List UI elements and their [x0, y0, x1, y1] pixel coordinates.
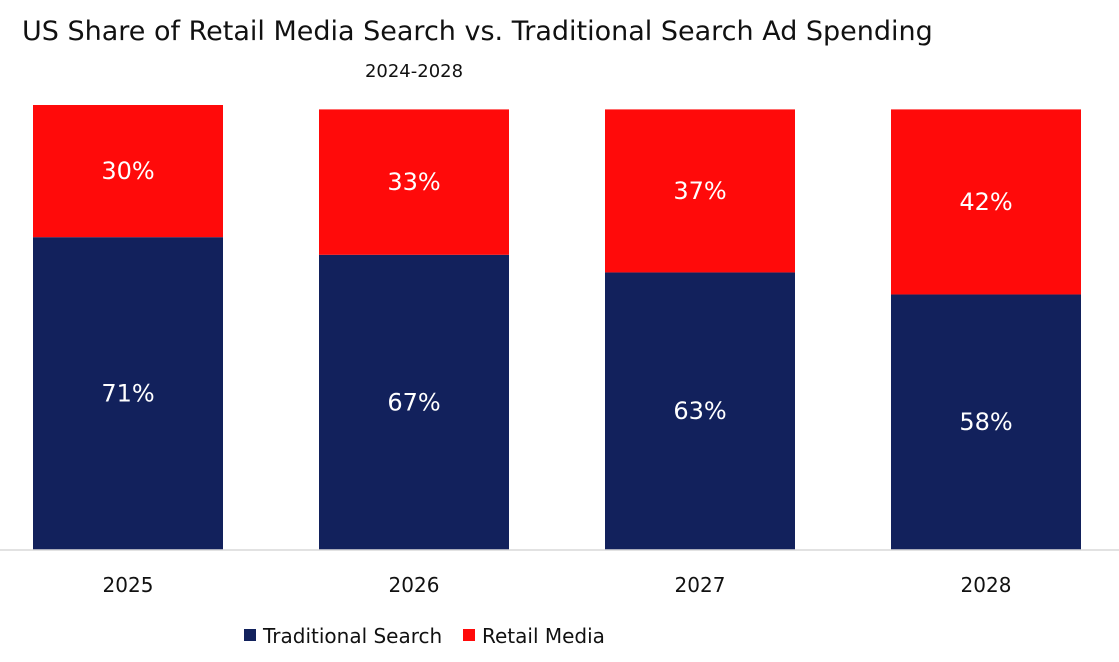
bar-labels-group: 71% 30% 67% 33% 63% 37% 58% 42% [101, 157, 1012, 436]
bar-traditional-search-2028 [891, 294, 1081, 550]
category-label-2027: 2027 [675, 573, 726, 597]
legend-swatch-retail-media [463, 629, 475, 641]
legend-label-traditional-search: Traditional Search [262, 624, 442, 648]
category-labels-group: 2025 2026 2027 2028 [103, 573, 1012, 597]
data-label-traditional-search-2025: 71% [101, 380, 154, 408]
bar-retail-media-2025 [33, 105, 223, 238]
data-label-retail-media-2028: 42% [959, 188, 1012, 216]
category-label-2026: 2026 [389, 573, 440, 597]
data-label-retail-media-2026: 33% [387, 168, 440, 196]
bar-traditional-search-2027 [605, 272, 795, 550]
chart-title: US Share of Retail Media Search vs. Trad… [22, 16, 933, 47]
category-label-2028: 2028 [961, 573, 1012, 597]
legend-label-retail-media: Retail Media [482, 624, 605, 648]
data-label-traditional-search-2027: 63% [673, 397, 726, 425]
bar-retail-media-2028 [891, 109, 1081, 295]
chart-subtitle: 2024-2028 [365, 61, 463, 82]
legend: Traditional Search Retail Media [244, 624, 605, 648]
legend-swatch-traditional-search [244, 629, 256, 641]
bars-group [33, 105, 1081, 550]
data-label-traditional-search-2026: 67% [387, 388, 440, 416]
data-label-retail-media-2027: 37% [673, 177, 726, 205]
bar-traditional-search-2026 [319, 254, 509, 550]
bar-traditional-search-2025 [33, 237, 223, 550]
bar-retail-media-2027 [605, 109, 795, 273]
data-label-retail-media-2025: 30% [101, 157, 154, 185]
category-label-2025: 2025 [103, 573, 154, 597]
data-label-traditional-search-2028: 58% [959, 408, 1012, 436]
bar-retail-media-2026 [319, 109, 509, 255]
